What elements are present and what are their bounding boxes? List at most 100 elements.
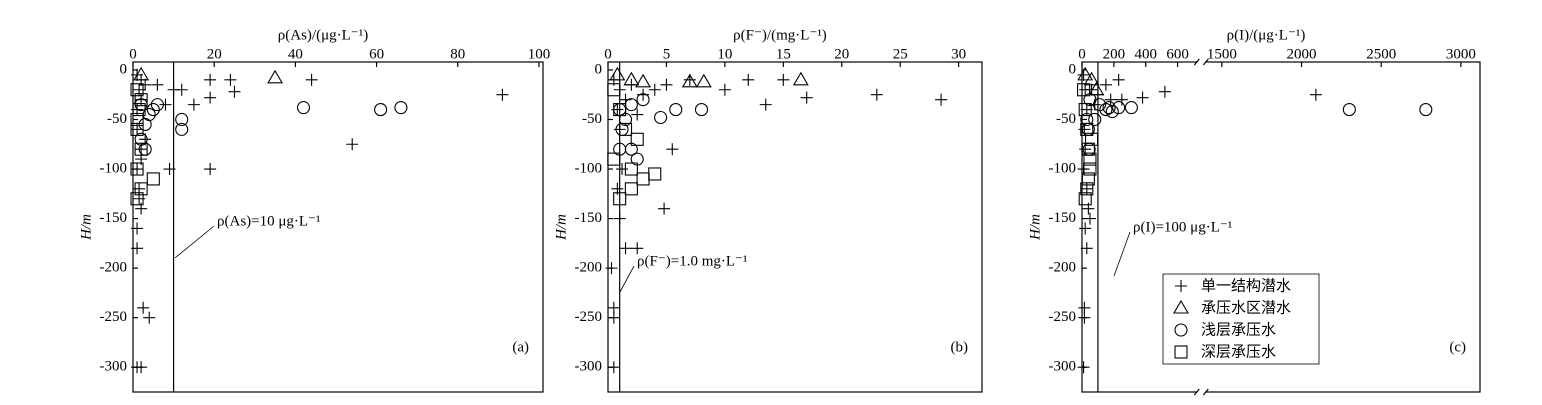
point bbox=[1112, 101, 1126, 115]
point bbox=[648, 167, 662, 181]
x-tick-label: 2500 bbox=[1366, 46, 1396, 62]
point bbox=[151, 78, 164, 91]
axis-break-gap bbox=[1197, 60, 1206, 64]
x-tick-label: 100 bbox=[528, 46, 551, 62]
point bbox=[624, 182, 638, 196]
x-tick-label: 40 bbox=[288, 46, 303, 62]
point bbox=[630, 132, 644, 146]
point bbox=[139, 78, 152, 91]
point bbox=[204, 73, 217, 86]
point bbox=[648, 83, 661, 96]
legend-symbol bbox=[1174, 323, 1188, 337]
point bbox=[204, 91, 217, 104]
point bbox=[131, 163, 144, 176]
point bbox=[613, 192, 627, 206]
point bbox=[631, 108, 644, 121]
point bbox=[631, 242, 644, 255]
y-tick-label: -150 bbox=[100, 210, 128, 226]
point bbox=[131, 222, 144, 235]
point bbox=[616, 163, 629, 176]
annotation-leader bbox=[1113, 231, 1131, 277]
point bbox=[613, 103, 627, 117]
x-tick-label: 200 bbox=[1103, 46, 1126, 62]
x-tick-label: 600 bbox=[1166, 46, 1189, 62]
point bbox=[130, 112, 144, 127]
point bbox=[187, 98, 200, 111]
point bbox=[146, 172, 160, 186]
legend-symbol bbox=[1175, 280, 1187, 292]
point bbox=[175, 112, 189, 127]
point bbox=[1079, 222, 1092, 235]
point bbox=[1081, 172, 1095, 186]
point bbox=[346, 138, 359, 151]
point bbox=[607, 83, 621, 97]
point bbox=[718, 83, 731, 96]
point bbox=[1099, 103, 1113, 117]
y-tick-label: 0 bbox=[595, 61, 603, 77]
point bbox=[134, 93, 148, 107]
point bbox=[742, 73, 755, 86]
point bbox=[1115, 93, 1128, 106]
legend-label: 深层承压水 bbox=[1201, 343, 1276, 361]
point bbox=[1419, 103, 1433, 117]
point bbox=[1078, 311, 1091, 324]
point bbox=[1105, 104, 1119, 119]
point bbox=[694, 103, 709, 117]
x-axis-title: ρ(F⁻)/(mg·L⁻¹) bbox=[733, 27, 827, 43]
point bbox=[669, 103, 683, 117]
plot-frame bbox=[607, 61, 983, 393]
series bbox=[609, 66, 809, 88]
x-tick-label: 0 bbox=[129, 46, 137, 62]
point bbox=[1083, 152, 1097, 166]
point bbox=[175, 83, 188, 96]
point bbox=[1077, 361, 1090, 374]
point bbox=[150, 98, 164, 112]
annotation-leader bbox=[619, 265, 635, 293]
point bbox=[618, 122, 633, 136]
point bbox=[130, 162, 144, 176]
axis-break bbox=[1193, 58, 1209, 66]
point bbox=[800, 91, 813, 104]
point bbox=[635, 73, 652, 88]
series bbox=[134, 98, 408, 156]
point bbox=[305, 73, 318, 86]
point bbox=[1081, 142, 1095, 156]
point bbox=[605, 262, 618, 275]
point bbox=[607, 311, 620, 324]
x-tick-label: 60 bbox=[369, 46, 384, 62]
series bbox=[607, 83, 662, 206]
x-tick-label: 1500 bbox=[1207, 46, 1237, 62]
point bbox=[1083, 162, 1097, 176]
point bbox=[1077, 83, 1091, 97]
point bbox=[130, 83, 144, 97]
series bbox=[1077, 66, 1105, 96]
point bbox=[935, 93, 948, 106]
point bbox=[1080, 122, 1094, 136]
point bbox=[1102, 101, 1116, 115]
y-tick-label: -150 bbox=[1049, 210, 1077, 226]
point bbox=[1078, 192, 1092, 206]
point bbox=[1099, 78, 1112, 91]
y-tick-label: -300 bbox=[100, 359, 128, 375]
point bbox=[159, 98, 172, 111]
point bbox=[175, 122, 189, 136]
point bbox=[666, 143, 679, 156]
y-tick-label: -250 bbox=[1049, 309, 1077, 325]
point bbox=[1078, 103, 1092, 117]
point bbox=[146, 103, 160, 117]
x-tick-label: 20 bbox=[834, 46, 849, 62]
threshold-label: ρ(I)=100 μg·L⁻¹ bbox=[1133, 219, 1232, 235]
point bbox=[224, 73, 237, 86]
x-tick-label: 20 bbox=[207, 46, 222, 62]
x-tick-label: 15 bbox=[776, 46, 791, 62]
series bbox=[1077, 68, 1322, 374]
axis-break-gap bbox=[1197, 390, 1206, 394]
point bbox=[296, 101, 311, 115]
y-axis-title: H/m bbox=[78, 214, 94, 241]
point bbox=[607, 152, 621, 166]
point bbox=[394, 101, 408, 115]
panel-label: (b) bbox=[951, 339, 969, 355]
series bbox=[1080, 93, 1433, 156]
y-tick-label: -300 bbox=[1049, 359, 1077, 375]
